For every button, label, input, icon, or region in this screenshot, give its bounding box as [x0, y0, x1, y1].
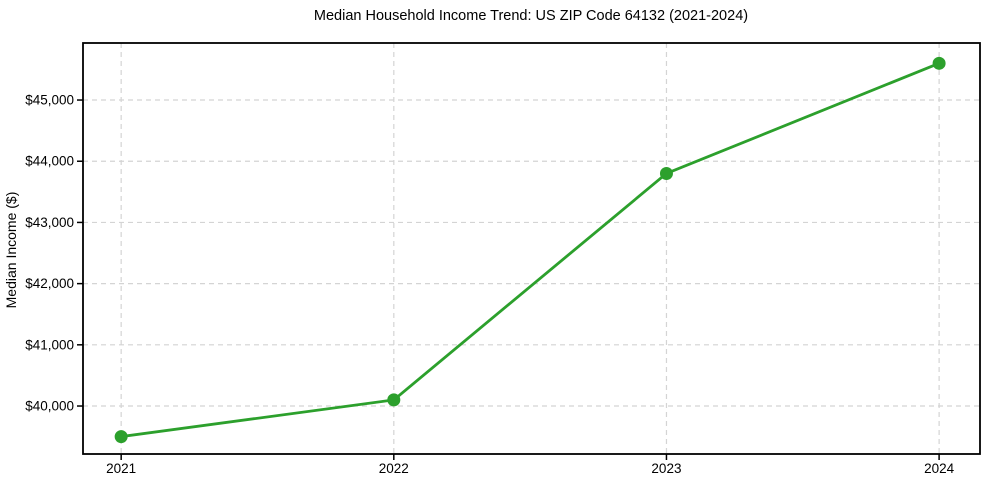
data-point-2022: [387, 393, 401, 407]
data-point-2021: [114, 430, 128, 444]
plot-border: [82, 42, 981, 455]
y-tick-label: $40,000: [25, 399, 74, 414]
y-tick-label: $45,000: [25, 93, 74, 108]
y-tick-label: $44,000: [25, 154, 74, 169]
x-tick-label: 2023: [651, 461, 681, 476]
data-point-2023: [659, 166, 673, 180]
income-trend-line: [119, 61, 941, 439]
x-tick-label: 2022: [379, 461, 409, 476]
chart-title: Median Household Income Trend: US ZIP Co…: [314, 8, 748, 24]
y-axis-label: Median Income ($): [3, 192, 19, 309]
x-tick-label: 2021: [106, 461, 136, 476]
y-tick-label: $42,000: [25, 276, 74, 291]
y-tick-label: $41,000: [25, 337, 74, 352]
x-tick-label: 2024: [924, 461, 955, 476]
y-tick-label: $43,000: [25, 215, 74, 230]
data-point-2024: [932, 56, 946, 70]
